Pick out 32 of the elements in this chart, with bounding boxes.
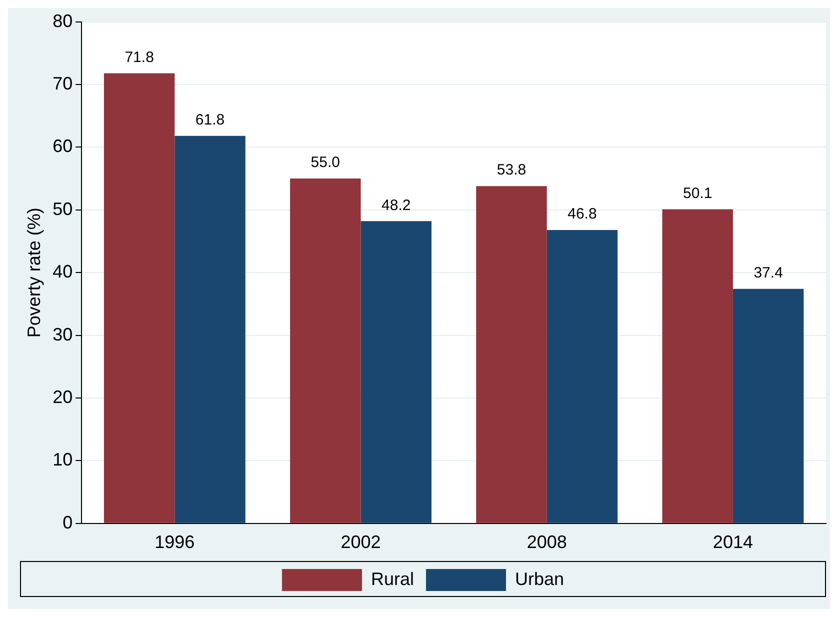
x-tick-label: 2002 [340,532,381,552]
data-label: 46.8 [568,206,597,223]
y-axis-title: Poverty rate (%) [24,208,44,338]
bar [104,73,175,523]
y-tick-label: 40 [52,262,73,282]
y-tick-label: 80 [52,10,73,31]
bar [174,136,246,523]
legend-label: Urban [514,568,564,589]
y-tick-label: 70 [52,73,73,94]
x-tick-label: 2008 [526,532,567,552]
y-tick-label: 0 [62,512,73,532]
bar [360,221,432,523]
bar [290,178,361,523]
bar [662,209,733,523]
bar [476,186,547,523]
y-tick-label: 20 [52,386,73,407]
data-label: 53.8 [496,162,526,179]
bar [732,288,804,523]
data-label: 48.2 [382,196,411,214]
data-label: 61.8 [195,112,225,129]
legend-label: Rural [370,568,414,589]
data-label: 37.4 [754,264,783,282]
data-label: 71.8 [124,48,154,66]
x-tick-label: 1996 [154,532,195,552]
y-tick-label: 30 [52,324,73,344]
y-tick-label: 10 [52,450,73,470]
bar [546,230,618,523]
data-label: 50.1 [682,184,712,202]
data-label: 55.0 [310,154,340,172]
x-tick-label: 2014 [712,532,753,552]
y-tick-label: 50 [52,198,73,219]
y-tick-label: 60 [52,136,73,156]
